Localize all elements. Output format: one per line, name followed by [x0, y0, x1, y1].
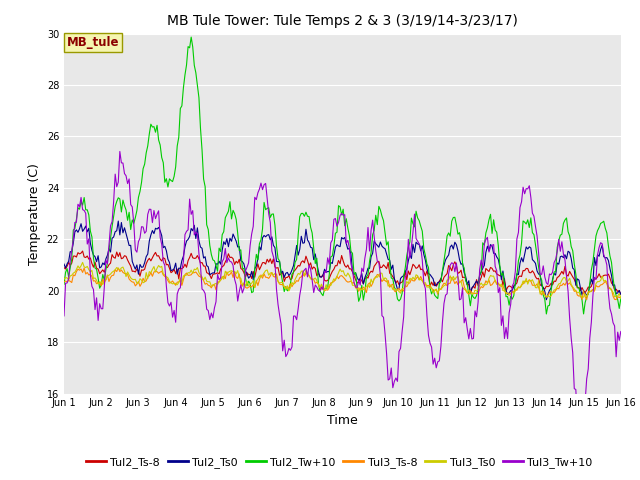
Tul2_Ts0 — [115, 218, 122, 224]
Tul3_Tw+10 — [617, 329, 625, 335]
Tul2_Ts0 — [246, 274, 254, 279]
Tul3_Ts0 — [305, 273, 313, 278]
Tul2_Tw+10 — [305, 214, 313, 219]
Tul2_Tw+10 — [246, 281, 254, 287]
Tul3_Tw+10 — [130, 220, 138, 226]
Tul3_Ts0 — [60, 276, 68, 282]
Tul3_Tw+10 — [305, 262, 313, 268]
Tul2_Ts-8 — [246, 272, 254, 277]
Tul2_Tw+10 — [228, 216, 236, 222]
Tul3_Ts0 — [228, 268, 236, 274]
Tul3_Tw+10 — [116, 149, 124, 155]
Tul2_Ts-8 — [60, 265, 68, 271]
Tul3_Ts0 — [617, 295, 625, 301]
Line: Tul3_Ts-8: Tul3_Ts-8 — [64, 268, 621, 300]
X-axis label: Time: Time — [327, 414, 358, 427]
Line: Tul2_Tw+10: Tul2_Tw+10 — [64, 37, 621, 314]
Tul3_Ts-8 — [130, 279, 138, 285]
Tul2_Ts0 — [130, 263, 138, 268]
Tul3_Ts-8 — [228, 269, 236, 275]
Tul3_Tw+10 — [575, 424, 583, 430]
Tul2_Ts0 — [228, 239, 236, 244]
Tul3_Ts-8 — [589, 287, 596, 292]
Tul3_Ts-8 — [617, 294, 625, 300]
Tul3_Ts-8 — [305, 273, 313, 279]
Y-axis label: Temperature (C): Temperature (C) — [28, 163, 41, 264]
Text: MB_tule: MB_tule — [67, 36, 119, 49]
Tul3_Ts0 — [588, 288, 595, 294]
Tul2_Ts-8 — [588, 284, 595, 289]
Tul3_Ts0 — [255, 273, 263, 279]
Tul2_Tw+10 — [188, 34, 195, 40]
Line: Tul2_Ts-8: Tul2_Ts-8 — [64, 251, 621, 294]
Tul3_Tw+10 — [589, 293, 596, 299]
Tul2_Tw+10 — [617, 296, 625, 301]
Tul2_Tw+10 — [129, 217, 136, 223]
Tul2_Ts0 — [617, 291, 625, 297]
Tul2_Tw+10 — [589, 259, 596, 265]
Title: MB Tule Tower: Tule Temps 2 & 3 (3/19/14-3/23/17): MB Tule Tower: Tule Temps 2 & 3 (3/19/14… — [167, 14, 518, 28]
Tul2_Ts0 — [255, 244, 263, 250]
Tul2_Ts-8 — [130, 268, 138, 274]
Tul2_Tw+10 — [543, 311, 550, 317]
Tul2_Ts0 — [305, 240, 313, 245]
Tul2_Tw+10 — [255, 241, 263, 247]
Tul3_Ts-8 — [255, 277, 263, 283]
Tul2_Ts-8 — [305, 263, 313, 269]
Tul3_Ts0 — [246, 282, 254, 288]
Tul3_Ts-8 — [246, 283, 254, 289]
Line: Tul3_Ts0: Tul3_Ts0 — [64, 263, 621, 298]
Tul2_Ts-8 — [617, 291, 625, 297]
Tul2_Ts-8 — [255, 267, 263, 273]
Tul2_Tw+10 — [60, 281, 68, 287]
Line: Tul3_Tw+10: Tul3_Tw+10 — [64, 152, 621, 427]
Tul3_Ts-8 — [60, 279, 68, 285]
Tul3_Tw+10 — [255, 186, 263, 192]
Legend: Tul2_Ts-8, Tul2_Ts0, Tul2_Tw+10, Tul3_Ts-8, Tul3_Ts0, Tul3_Tw+10: Tul2_Ts-8, Tul2_Ts0, Tul2_Tw+10, Tul3_Ts… — [81, 452, 597, 472]
Tul2_Ts-8 — [228, 254, 236, 260]
Tul3_Ts-8 — [115, 265, 122, 271]
Tul3_Ts0 — [79, 260, 86, 265]
Line: Tul2_Ts0: Tul2_Ts0 — [64, 221, 621, 300]
Tul3_Ts-8 — [583, 297, 591, 302]
Tul3_Tw+10 — [228, 259, 236, 265]
Tul3_Tw+10 — [246, 243, 254, 249]
Tul2_Ts-8 — [79, 248, 86, 254]
Tul2_Ts0 — [60, 261, 68, 267]
Tul2_Ts0 — [543, 297, 550, 302]
Tul2_Ts0 — [589, 281, 596, 287]
Tul3_Ts0 — [130, 277, 138, 283]
Tul3_Tw+10 — [60, 313, 68, 319]
